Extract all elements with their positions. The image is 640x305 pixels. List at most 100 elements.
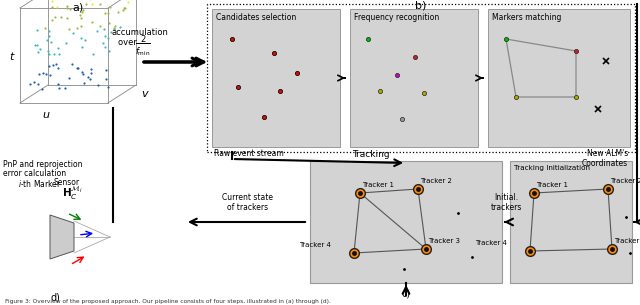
Point [78, 7, 88, 12]
Point [83, 74, 93, 79]
Point [52, 5, 63, 9]
Point [67, 62, 77, 66]
Text: Tracking Initialization: Tracking Initialization [514, 165, 590, 171]
Point [118, 8, 129, 13]
Text: a): a) [72, 2, 84, 12]
Text: $f_{\mathrm{min}}$: $f_{\mathrm{min}}$ [135, 45, 151, 58]
Point [95, 23, 105, 28]
Point [79, 80, 90, 85]
Text: Tracking: Tracking [352, 150, 390, 159]
Point [44, 33, 54, 38]
Point [63, 27, 74, 32]
Text: Tracker 4: Tracker 4 [475, 240, 507, 246]
Point [44, 52, 54, 56]
Text: Figure 3: Overview of the proposed approach. Our pipeline consists of four steps: Figure 3: Overview of the proposed appro… [5, 299, 331, 304]
Point [99, 27, 109, 31]
Point [61, 16, 72, 21]
Point [77, 71, 88, 76]
Text: over: over [118, 38, 140, 47]
Point [76, 23, 86, 28]
Point [47, 0, 57, 1]
Point [109, 23, 120, 28]
Point [65, 6, 76, 11]
Point [100, 34, 110, 39]
Point [68, 31, 78, 36]
Text: Raw event stream: Raw event stream [214, 149, 284, 158]
Point [77, 45, 88, 49]
Point [53, 45, 63, 50]
Bar [488, 9, 630, 147]
Point [47, 0, 58, 4]
Point [120, 5, 130, 10]
Point [35, 47, 45, 52]
Point [77, 9, 87, 14]
Point [44, 49, 54, 54]
Point [109, 25, 119, 30]
Point [40, 26, 50, 31]
Point [48, 62, 58, 67]
Point [37, 87, 47, 92]
Point [46, 40, 56, 45]
Text: Tracker 3: Tracker 3 [614, 238, 640, 244]
Point [98, 40, 108, 45]
Text: Tracker 1: Tracker 1 [362, 182, 394, 188]
Point [113, 9, 124, 14]
Point [32, 27, 42, 32]
Text: PnP and reprojection: PnP and reprojection [3, 160, 83, 169]
Point [60, 86, 70, 91]
Point [77, 70, 88, 74]
Point [79, 38, 90, 43]
Point [86, 71, 97, 76]
Point [73, 66, 83, 70]
Point [49, 51, 59, 56]
Point [104, 21, 114, 26]
Point [100, 45, 110, 49]
Point [101, 76, 111, 81]
Text: Markers matching: Markers matching [492, 13, 561, 22]
Point [81, 2, 92, 6]
Point [33, 50, 43, 55]
Point [115, 25, 125, 30]
Point [93, 83, 103, 88]
Point [100, 67, 111, 72]
Bar [510, 161, 632, 283]
Point [50, 15, 60, 20]
Text: Tracker 3: Tracker 3 [428, 238, 460, 244]
Point [26, 81, 36, 86]
Point [47, 5, 58, 10]
Point [103, 11, 113, 16]
Point [123, 0, 133, 5]
Text: Tracker 4: Tracker 4 [299, 242, 331, 248]
Point [104, 48, 115, 53]
Text: $\mathbf{H}_C^{\mathcal{M}_i}$: $\mathbf{H}_C^{\mathcal{M}_i}$ [62, 185, 83, 202]
Point [54, 51, 64, 56]
Point [38, 71, 48, 76]
Point [103, 35, 113, 40]
Point [29, 80, 40, 85]
Text: Frequency recognition: Frequency recognition [354, 13, 439, 22]
Text: Sensor: Sensor [54, 178, 80, 187]
Text: $t$: $t$ [9, 49, 15, 62]
Point [119, 5, 129, 10]
Point [62, 3, 72, 8]
Point [72, 26, 82, 30]
Point [29, 42, 40, 47]
Bar [310, 161, 502, 283]
Point [52, 81, 63, 86]
Point [76, 36, 86, 41]
Text: Tracker 2: Tracker 2 [610, 178, 640, 184]
Point [53, 66, 63, 71]
Point [32, 43, 42, 48]
Point [40, 72, 51, 77]
Point [56, 14, 66, 19]
Bar [207, 4, 635, 152]
Point [61, 41, 71, 45]
Point [45, 72, 56, 77]
Bar [350, 9, 478, 147]
Point [33, 81, 43, 86]
Text: accumulation: accumulation [111, 28, 168, 37]
Point [109, 27, 119, 32]
Point [84, 77, 95, 81]
Point [47, 17, 57, 22]
Point [64, 76, 74, 81]
